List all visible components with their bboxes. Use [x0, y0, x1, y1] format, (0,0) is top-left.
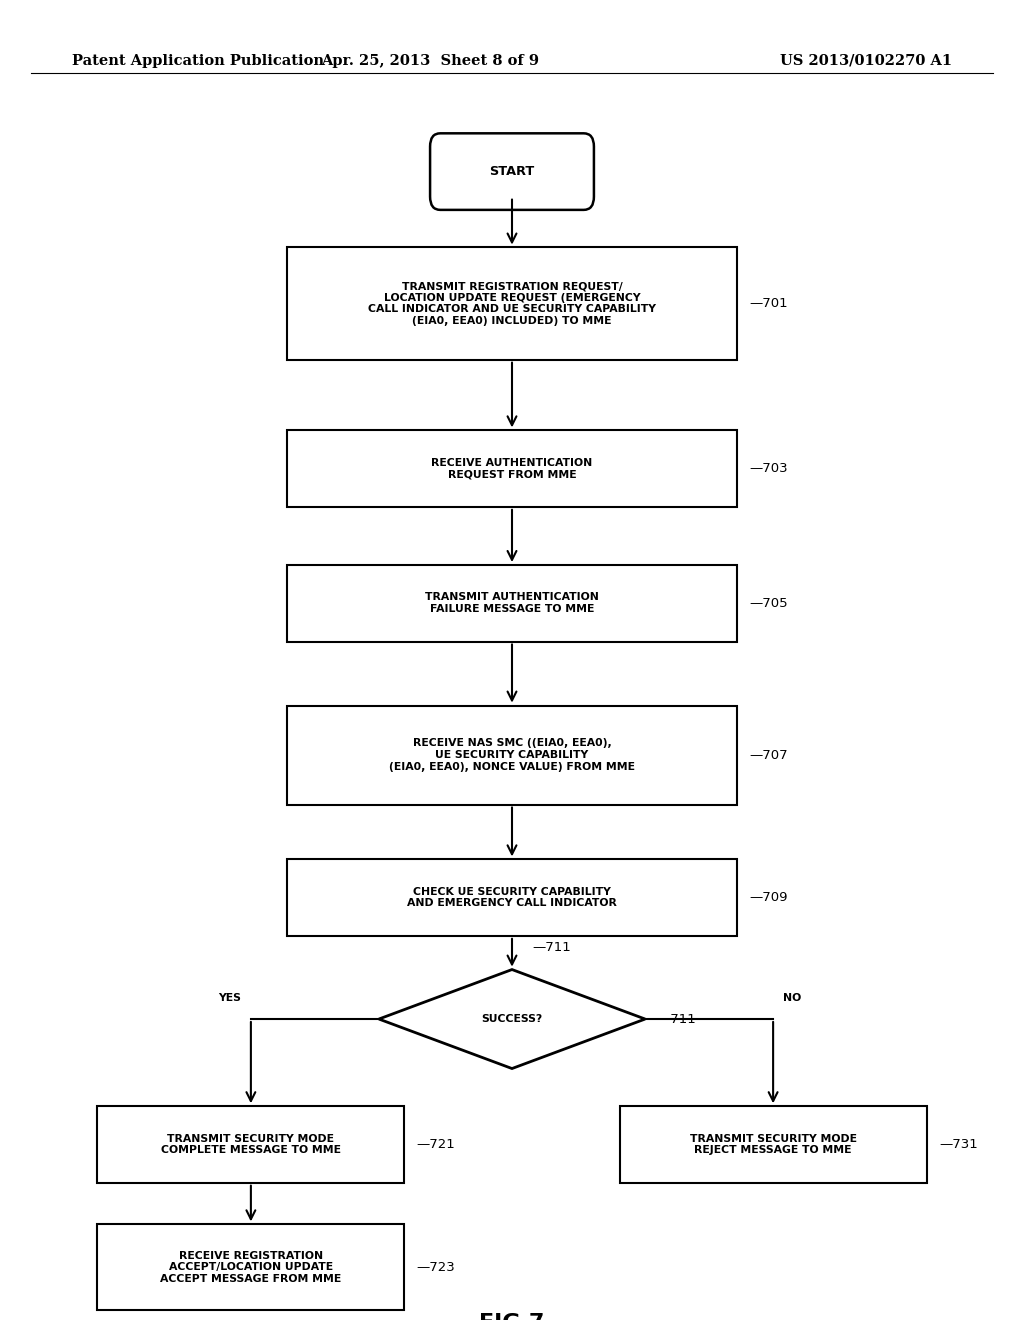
Text: TRANSMIT AUTHENTICATION
FAILURE MESSAGE TO MME: TRANSMIT AUTHENTICATION FAILURE MESSAGE … [425, 593, 599, 614]
Text: RECEIVE NAS SMC ((EIA0, EEA0),
UE SECURITY CAPABILITY
(EIA0, EEA0), NONCE VALUE): RECEIVE NAS SMC ((EIA0, EEA0), UE SECURI… [389, 738, 635, 772]
Bar [287, 565, 737, 642]
Text: —701: —701 [750, 297, 788, 310]
Text: —711: —711 [532, 941, 571, 953]
Text: —721: —721 [417, 1138, 456, 1151]
Text: FIG.7: FIG.7 [479, 1313, 545, 1320]
Bar [97, 1225, 404, 1309]
Text: CHECK UE SECURITY CAPABILITY
AND EMERGENCY CALL INDICATOR: CHECK UE SECURITY CAPABILITY AND EMERGEN… [408, 887, 616, 908]
Text: Apr. 25, 2013  Sheet 8 of 9: Apr. 25, 2013 Sheet 8 of 9 [322, 54, 539, 67]
Bar [287, 859, 737, 936]
Text: US 2013/0102270 A1: US 2013/0102270 A1 [780, 54, 952, 67]
Text: —711: —711 [657, 1012, 696, 1026]
Text: TRANSMIT SECURITY MODE
COMPLETE MESSAGE TO MME: TRANSMIT SECURITY MODE COMPLETE MESSAGE … [161, 1134, 341, 1155]
Bar [97, 1106, 404, 1183]
Text: —705: —705 [750, 597, 788, 610]
Text: —707: —707 [750, 748, 788, 762]
Text: —709: —709 [750, 891, 788, 904]
Text: YES: YES [218, 993, 241, 1003]
Text: NO: NO [783, 993, 802, 1003]
Text: SUCCESS?: SUCCESS? [481, 1014, 543, 1024]
Bar [287, 248, 737, 359]
Text: TRANSMIT REGISTRATION REQUEST/
LOCATION UPDATE REQUEST (EMERGENCY
CALL INDICATOR: TRANSMIT REGISTRATION REQUEST/ LOCATION … [368, 281, 656, 326]
Text: TRANSMIT SECURITY MODE
REJECT MESSAGE TO MME: TRANSMIT SECURITY MODE REJECT MESSAGE TO… [689, 1134, 857, 1155]
Bar [620, 1106, 927, 1183]
Text: —731: —731 [939, 1138, 978, 1151]
Text: RECEIVE REGISTRATION
ACCEPT/LOCATION UPDATE
ACCEPT MESSAGE FROM MME: RECEIVE REGISTRATION ACCEPT/LOCATION UPD… [160, 1250, 342, 1284]
Text: —723: —723 [417, 1261, 456, 1274]
Polygon shape [379, 969, 645, 1069]
Text: START: START [489, 165, 535, 178]
Text: Patent Application Publication: Patent Application Publication [72, 54, 324, 67]
Text: RECEIVE AUTHENTICATION
REQUEST FROM MME: RECEIVE AUTHENTICATION REQUEST FROM MME [431, 458, 593, 479]
Bar [287, 430, 737, 507]
FancyBboxPatch shape [430, 133, 594, 210]
Text: —703: —703 [750, 462, 788, 475]
Bar [287, 705, 737, 804]
